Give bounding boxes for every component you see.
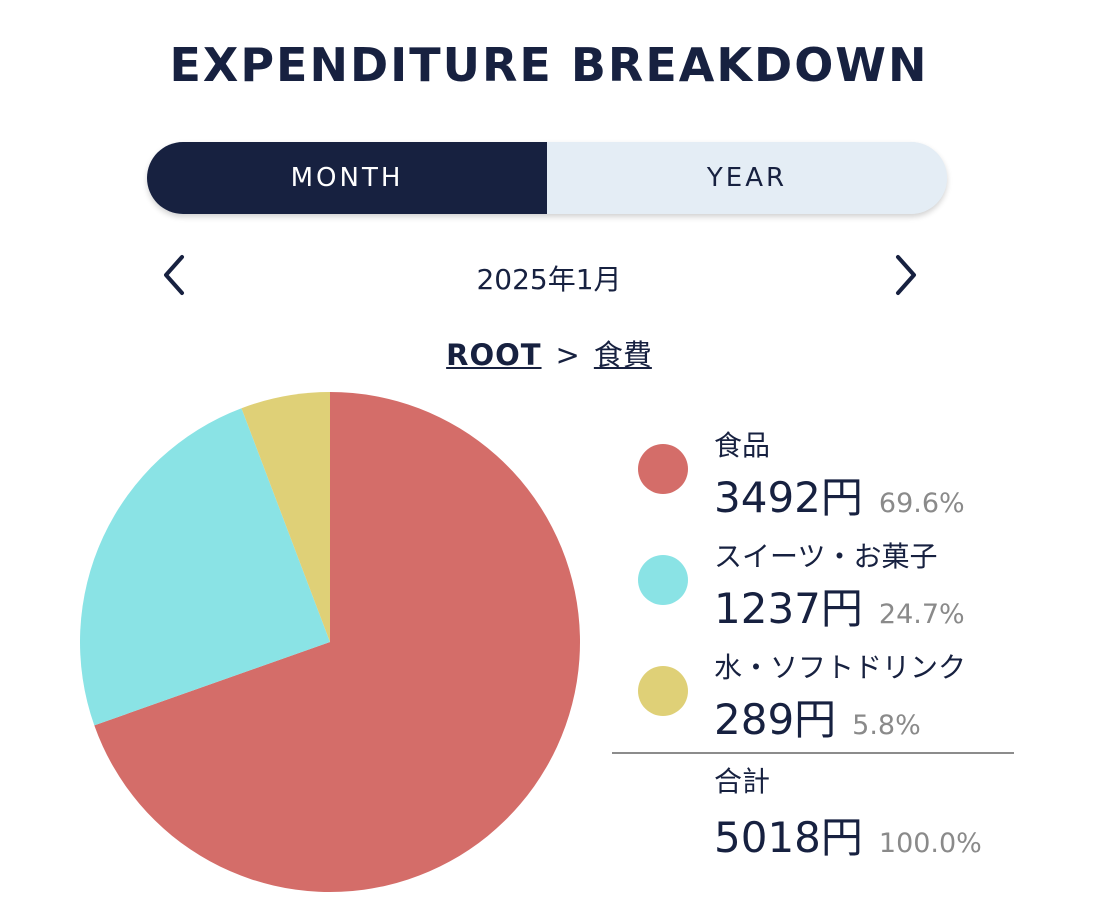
legend-swatch: [638, 444, 688, 494]
chart-legend: 食品 3492円 69.6% スイーツ・お菓子 1237円 24.7% 水・ソフトド…: [612, 420, 1014, 753]
month-toggle-button[interactable]: MONTH: [147, 142, 547, 214]
chevron-left-icon: [164, 255, 184, 295]
year-toggle-button[interactable]: YEAR: [547, 142, 947, 214]
next-period-button[interactable]: [886, 250, 926, 300]
breadcrumb-root-link[interactable]: ROOT: [446, 338, 542, 372]
breadcrumb-current-link[interactable]: 食費: [593, 338, 652, 372]
total-amount: 5018円: [714, 813, 863, 862]
current-period: 2025年1月: [476, 263, 622, 296]
legend-amount: 3492円: [714, 473, 863, 522]
pie-slice[interactable]: [94, 392, 580, 892]
legend-item[interactable]: 食品 3492円 69.6%: [612, 420, 1014, 531]
page-title: EXPENDITURE BREAKDOWN: [169, 38, 929, 92]
legend-percent: 69.6%: [878, 488, 965, 519]
total-percent: 100.0%: [878, 828, 982, 859]
legend-total: 合計 5018円 100.0%: [714, 760, 982, 865]
legend-item[interactable]: スイーツ・お菓子 1237円 24.7%: [612, 531, 1014, 642]
previous-period-button[interactable]: [154, 250, 194, 300]
legend-amount: 1237円: [714, 584, 863, 633]
chevron-right-icon: [896, 255, 916, 295]
pie-chart: [80, 392, 580, 892]
pie-slice[interactable]: [80, 408, 330, 726]
total-label: 合計: [714, 765, 771, 798]
legend-swatch: [638, 555, 688, 605]
legend-divider: [612, 752, 1014, 754]
breadcrumb: ROOT > 食費: [0, 332, 1098, 374]
pie-slice[interactable]: [241, 392, 330, 642]
breadcrumb-separator: >: [555, 338, 580, 372]
legend-category-name: 水・ソフトドリンク: [714, 651, 967, 684]
period-toggle: MONTH YEAR: [147, 142, 947, 214]
legend-category-name: スイーツ・お菓子: [714, 540, 938, 573]
legend-amount: 289円: [714, 695, 837, 744]
legend-percent: 5.8%: [852, 710, 921, 741]
legend-percent: 24.7%: [878, 599, 965, 630]
legend-category-name: 食品: [714, 429, 771, 462]
legend-swatch: [638, 666, 688, 716]
legend-item[interactable]: 水・ソフトドリンク 289円 5.8%: [612, 642, 1014, 753]
